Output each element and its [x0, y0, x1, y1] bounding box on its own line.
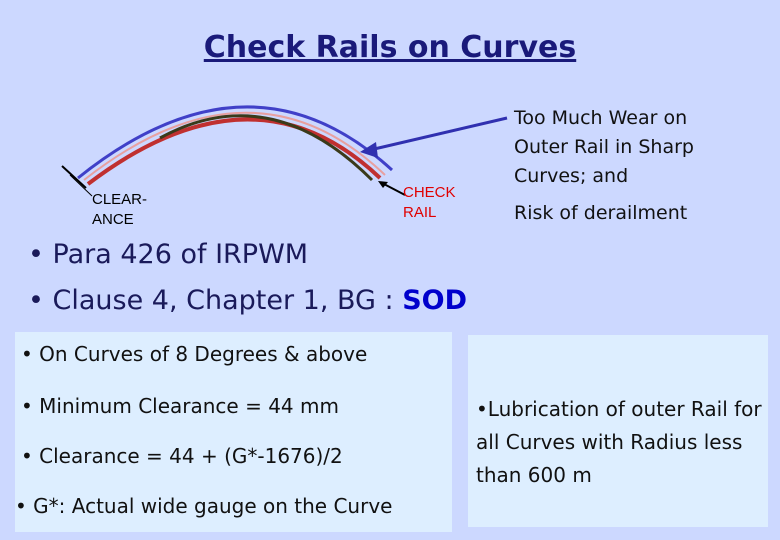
formula-item: • Clearance = 44 + (G*-1676)/2 — [21, 444, 343, 468]
para-reference: • Para 426 of IRPWM — [28, 239, 309, 270]
wear-arrowhead — [360, 142, 378, 158]
wear-note: Too Much Wear on Outer Rail in Sharp Cur… — [514, 107, 694, 187]
running-rail — [86, 117, 382, 186]
inner-rail-pink — [83, 111, 386, 181]
lubrication-box: •Lubrication of outer Rail for all Curve… — [468, 335, 768, 527]
check-rail-arrow — [381, 182, 406, 196]
slide-title: Check Rails on Curves — [203, 30, 577, 65]
min-clearance-item: • Minimum Clearance = 44 mm — [21, 394, 339, 418]
degrees-item: • On Curves of 8 Degrees & above — [21, 342, 368, 366]
outer-rail — [77, 105, 394, 180]
check-rail — [159, 114, 374, 182]
wear-arrow — [369, 116, 508, 152]
clearance-marker — [69, 174, 93, 197]
check-rail-arrowhead — [378, 181, 388, 188]
gauge-note-item: • G*: Actual wide gauge on the Curve — [15, 494, 393, 518]
clearance-label: CLEAR- ANCE — [92, 191, 148, 228]
derailment-note: Risk of derailment — [514, 202, 688, 224]
check-rail-label: CHECK RAIL — [403, 184, 456, 221]
lubrication-item: •Lubrication of outer Rail for all Curve… — [476, 397, 762, 487]
clearance-tick — [61, 165, 87, 189]
sod-label: SOD — [402, 285, 468, 316]
clause-reference: • Clause 4, Chapter 1, BG : SOD — [28, 285, 468, 316]
reference-bullets: • Para 426 of IRPWM • Clause 4, Chapter … — [28, 232, 467, 324]
clearance-box: • On Curves of 8 Degrees & above • Minim… — [15, 332, 452, 532]
